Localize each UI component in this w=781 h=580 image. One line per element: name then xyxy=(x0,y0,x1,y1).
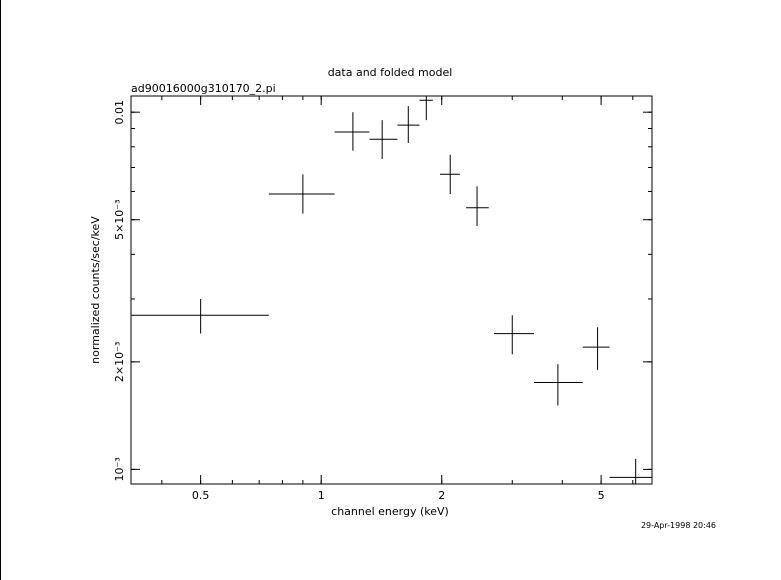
data-point xyxy=(582,327,610,370)
y-tick-label: 2×10⁻³ xyxy=(113,342,126,382)
data-point xyxy=(609,458,652,484)
data-point xyxy=(534,364,583,406)
data-point xyxy=(466,186,489,227)
x-tick-label: 1 xyxy=(318,489,325,502)
data-point xyxy=(493,315,535,355)
y-tick-label: 0.01 xyxy=(113,100,126,125)
y-axis-label: normalized counts/sec/keV xyxy=(89,216,102,364)
data-point xyxy=(439,154,460,195)
timestamp: 29-Apr-1998 20:46 xyxy=(641,521,716,530)
data-point xyxy=(369,120,398,159)
x-tick-label: 2 xyxy=(438,489,445,502)
data-point xyxy=(397,106,420,143)
x-tick-label: 0.5 xyxy=(192,489,210,502)
y-tick-label: 5×10⁻³ xyxy=(113,199,126,239)
data-point xyxy=(334,112,370,151)
plot-frame xyxy=(130,95,653,485)
chart-title: data and folded model xyxy=(328,66,453,79)
y-tick-label: 10⁻³ xyxy=(113,457,126,481)
chart-subtitle: ad90016000g310170_2.pi xyxy=(131,82,276,95)
data-point xyxy=(131,298,269,334)
data-point xyxy=(268,174,335,214)
x-tick-label: 5 xyxy=(598,489,605,502)
window-edge xyxy=(0,0,1,580)
data-point xyxy=(419,96,433,121)
x-axis-label: channel energy (keV) xyxy=(331,505,449,518)
